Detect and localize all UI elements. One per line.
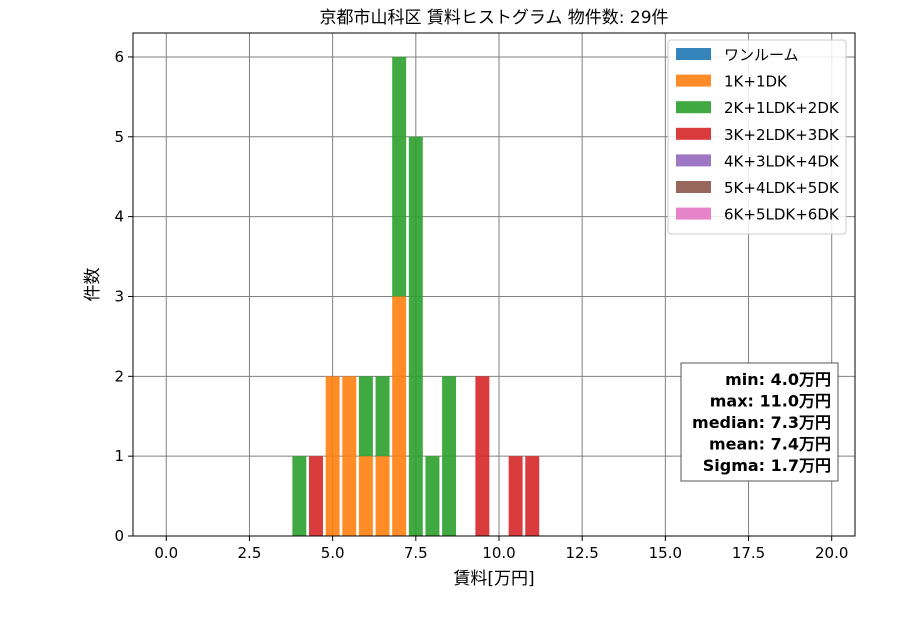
bar: [442, 376, 457, 536]
legend-swatch: [676, 48, 711, 60]
x-tick-label: 17.5: [732, 544, 765, 562]
bar: [342, 376, 357, 536]
plot-frame: [132, 32, 856, 537]
y-axis-label: 件数: [83, 268, 103, 302]
bar: [358, 456, 373, 536]
bar: [292, 456, 307, 536]
bar: [325, 376, 340, 536]
legend-swatch: [676, 127, 711, 140]
y-tick-label: 0: [114, 527, 124, 545]
legend-swatch: [676, 74, 711, 87]
legend-label: 4K+3LDK+4DK: [724, 152, 840, 170]
bar: [358, 376, 373, 457]
legend-label: 6K+5LDK+6DK: [724, 206, 840, 224]
legend-swatch: [676, 154, 711, 167]
bar: [392, 296, 407, 536]
x-tick-label: 0.0: [154, 544, 178, 562]
legend-label: 3K+2LDK+3DK: [724, 126, 840, 144]
legend-label: ワンルーム: [724, 46, 799, 64]
x-tick-label: 2.5: [238, 544, 262, 562]
legend-swatch: [676, 207, 711, 220]
legend-swatch: [676, 101, 711, 114]
bar: [375, 376, 390, 457]
y-tick-label: 6: [114, 48, 124, 66]
legend-label: 2K+1LDK+2DK: [724, 99, 840, 117]
stats-box: min: 4.0万円 max: 11.0万円 median: 7.3万円 mean: …: [680, 362, 839, 482]
stats-line: Sigma: 1.7万円: [703, 456, 831, 475]
chart-title: 京都市山科区 賃料ヒストグラム 物件数: 29件: [319, 8, 668, 28]
legend-label: 1K+1DK: [724, 73, 788, 91]
legend-frame: [667, 39, 847, 235]
axis-ticks: 0.0 2.5 5.0 7.5 10.0 12.5 15.0 17.5 20.0 0 1 2 3 4 5 6: [114, 48, 848, 562]
bars: [292, 56, 540, 537]
y-tick-label: 3: [114, 287, 124, 305]
stats-line: mean: 7.4万円: [709, 435, 831, 454]
y-tick-label: 2: [114, 367, 124, 385]
stats-line: max: 11.0万円: [710, 392, 831, 411]
y-tick-label: 1: [114, 447, 124, 465]
x-axis-label: 賃料[万円]: [453, 569, 534, 589]
x-tick-label: 20.0: [815, 544, 848, 562]
x-tick-label: 5.0: [321, 544, 345, 562]
x-tick-label: 10.0: [482, 544, 515, 562]
bar: [392, 56, 407, 297]
bar: [475, 376, 490, 536]
bar: [408, 136, 423, 537]
y-tick-label: 5: [114, 128, 124, 146]
bar: [309, 456, 323, 536]
legend-label: 5K+4LDK+5DK: [724, 179, 840, 197]
x-tick-label: 7.5: [404, 544, 428, 562]
stats-line: min: 4.0万円: [725, 370, 831, 389]
stats-frame: [680, 362, 839, 482]
stats-line: median: 7.3万円: [692, 413, 831, 432]
y-tick-label: 4: [114, 208, 124, 226]
bar: [425, 456, 440, 536]
bar: [508, 456, 523, 536]
bar: [375, 456, 390, 536]
bar: [525, 456, 540, 536]
x-tick-label: 15.0: [649, 544, 682, 562]
legend: ワンルーム 1K+1DK 2K+1LDK+2DK 3K+2LDK+3DK 4K+3LDK…: [667, 39, 847, 235]
legend-swatch: [676, 181, 711, 193]
x-tick-label: 12.5: [565, 544, 598, 562]
